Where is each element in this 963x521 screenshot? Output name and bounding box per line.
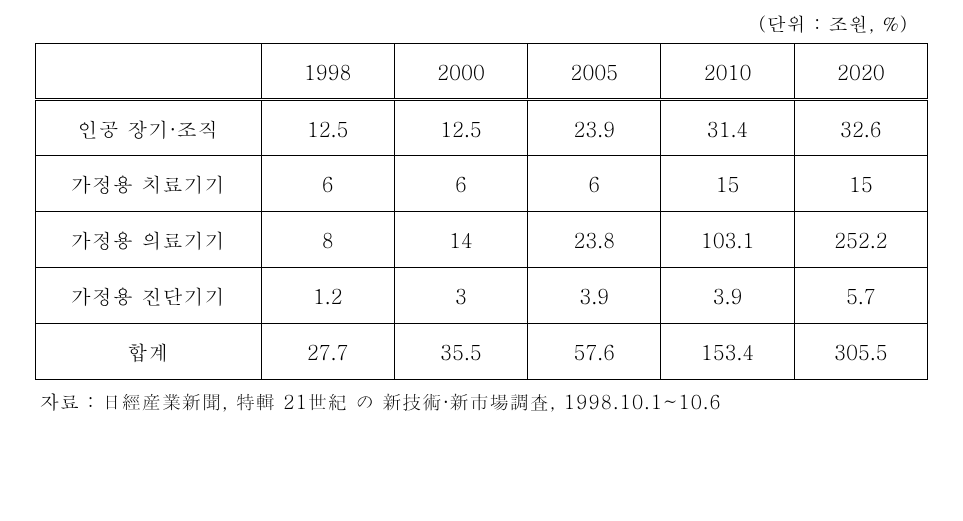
header-cell-year: 2010	[661, 44, 794, 100]
row-label: 인공 장기·조직	[36, 100, 262, 156]
data-cell: 252.2	[794, 212, 927, 268]
data-cell: 3.9	[661, 268, 794, 324]
data-cell: 15	[661, 156, 794, 212]
unit-label: (단위 : 조원, %)	[35, 10, 928, 37]
data-cell: 32.6	[794, 100, 927, 156]
table-row: 가정용 의료기기 8 14 23.8 103.1 252.2	[36, 212, 928, 268]
data-cell: 153.4	[661, 324, 794, 380]
data-cell: 23.9	[528, 100, 661, 156]
data-cell: 23.8	[528, 212, 661, 268]
data-cell: 6	[528, 156, 661, 212]
data-cell: 8	[261, 212, 394, 268]
data-cell: 14	[394, 212, 527, 268]
data-cell: 305.5	[794, 324, 927, 380]
header-cell-year: 2020	[794, 44, 927, 100]
data-cell: 103.1	[661, 212, 794, 268]
table-header-row: 1998 2000 2005 2010 2020	[36, 44, 928, 100]
row-label: 가정용 치료기기	[36, 156, 262, 212]
data-cell: 5.7	[794, 268, 927, 324]
data-cell: 57.6	[528, 324, 661, 380]
table-row: 가정용 진단기기 1.2 3 3.9 3.9 5.7	[36, 268, 928, 324]
data-cell: 6	[394, 156, 527, 212]
table-row: 가정용 치료기기 6 6 6 15 15	[36, 156, 928, 212]
row-label-total: 합계	[36, 324, 262, 380]
row-label: 가정용 진단기기	[36, 268, 262, 324]
header-cell-empty	[36, 44, 262, 100]
header-cell-year: 2005	[528, 44, 661, 100]
table-row-total: 합계 27.7 35.5 57.6 153.4 305.5	[36, 324, 928, 380]
data-table: 1998 2000 2005 2010 2020 인공 장기·조직 12.5 1…	[35, 43, 928, 380]
row-label: 가정용 의료기기	[36, 212, 262, 268]
data-cell: 35.5	[394, 324, 527, 380]
data-cell: 27.7	[261, 324, 394, 380]
header-cell-year: 2000	[394, 44, 527, 100]
data-cell: 31.4	[661, 100, 794, 156]
data-cell: 6	[261, 156, 394, 212]
header-cell-year: 1998	[261, 44, 394, 100]
data-cell: 3.9	[528, 268, 661, 324]
data-cell: 12.5	[394, 100, 527, 156]
source-label: 자료 : 日經産業新聞, 特輯 21世紀 の 新技術·新市場調査, 1998.1…	[35, 388, 928, 415]
data-cell: 3	[394, 268, 527, 324]
table-row: 인공 장기·조직 12.5 12.5 23.9 31.4 32.6	[36, 100, 928, 156]
data-cell: 15	[794, 156, 927, 212]
data-cell: 1.2	[261, 268, 394, 324]
data-cell: 12.5	[261, 100, 394, 156]
